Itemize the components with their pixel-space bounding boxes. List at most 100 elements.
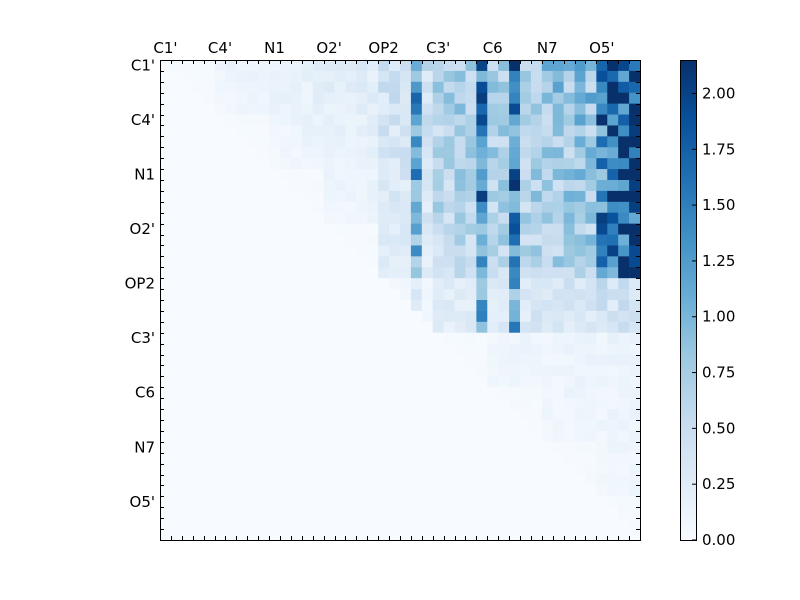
heatmap-cell xyxy=(530,507,543,519)
heatmap-cell xyxy=(520,321,532,334)
heatmap-cell xyxy=(400,496,412,508)
heatmap-cell xyxy=(585,398,597,410)
heatmap-cell xyxy=(236,60,248,72)
heatmap-cell xyxy=(498,420,510,432)
heatmap-cell xyxy=(618,190,630,203)
heatmap-cell xyxy=(269,190,281,203)
heatmap-cell xyxy=(160,169,172,181)
heatmap-cell xyxy=(356,212,368,224)
heatmap-cell xyxy=(487,529,499,541)
heatmap-cell xyxy=(585,387,597,399)
heatmap-cell xyxy=(410,180,423,192)
heatmap-cell xyxy=(247,147,259,159)
heatmap-cell xyxy=(410,289,423,301)
heatmap-cell xyxy=(236,190,248,203)
heatmap-cell xyxy=(465,201,477,214)
heatmap-cell xyxy=(487,485,499,497)
heatmap-cell xyxy=(465,147,477,159)
heatmap-cell xyxy=(574,60,586,72)
heatmap-cell xyxy=(160,114,172,126)
heatmap-cell xyxy=(541,376,554,388)
heatmap-cell xyxy=(596,518,608,530)
heatmap-cell xyxy=(334,485,346,497)
heatmap-cell xyxy=(389,125,401,137)
heatmap-cell xyxy=(280,365,292,377)
heatmap-cell xyxy=(432,125,444,137)
heatmap-cell xyxy=(290,147,303,159)
heatmap-cell xyxy=(487,256,499,268)
heatmap-cell xyxy=(618,81,630,94)
heatmap-cell xyxy=(334,387,346,399)
heatmap-cell xyxy=(258,147,270,159)
heatmap-cell xyxy=(476,463,488,475)
heatmap-cell xyxy=(160,147,172,159)
heatmap-cell xyxy=(280,158,292,170)
heatmap-cell xyxy=(618,212,630,224)
heatmap-cell xyxy=(509,463,521,475)
heatmap-cell xyxy=(410,398,423,410)
heatmap-cell xyxy=(334,114,346,126)
colorbar-tick-label: 1.75 xyxy=(702,140,735,158)
heatmap-cell xyxy=(498,365,510,377)
heatmap-cell xyxy=(323,169,335,181)
heatmap-cell xyxy=(629,114,641,126)
heatmap-cell xyxy=(258,496,270,508)
heatmap-cell xyxy=(607,332,619,344)
heatmap-cell xyxy=(170,398,183,410)
heatmap-cell xyxy=(530,234,543,246)
heatmap-cell xyxy=(476,267,488,279)
heatmap-cell xyxy=(520,201,532,214)
heatmap-cell xyxy=(476,234,488,246)
heatmap-cell xyxy=(334,507,346,519)
heatmap-cell xyxy=(487,278,499,290)
heatmap-cell xyxy=(160,332,172,344)
heatmap-cell xyxy=(563,430,575,443)
heatmap-cell xyxy=(356,169,368,181)
heatmap-cell xyxy=(607,103,619,115)
heatmap-cell xyxy=(454,114,466,126)
heatmap-cell xyxy=(574,529,586,541)
heatmap-cell xyxy=(214,518,226,530)
heatmap-cell xyxy=(454,92,466,104)
heatmap-cell xyxy=(607,507,619,519)
heatmap-cell xyxy=(454,518,466,530)
heatmap-cell xyxy=(389,354,401,366)
heatmap-cell xyxy=(203,212,215,224)
heatmap-cell xyxy=(498,518,510,530)
heatmap-cell xyxy=(214,180,226,192)
heatmap-cell xyxy=(530,441,543,454)
heatmap-cell xyxy=(498,387,510,399)
heatmap-cell xyxy=(301,245,314,257)
heatmap-cell xyxy=(280,256,292,268)
heatmap-cell xyxy=(421,474,434,486)
heatmap-cell xyxy=(378,147,390,159)
heatmap-cell xyxy=(400,180,412,192)
heatmap-cell xyxy=(629,507,641,519)
heatmap-cell xyxy=(247,343,259,355)
heatmap-cell xyxy=(280,136,292,148)
heatmap-cell xyxy=(400,223,412,235)
heatmap-cell xyxy=(520,81,532,94)
heatmap-cell xyxy=(160,518,172,530)
heatmap-cell xyxy=(192,387,204,399)
heatmap-cell xyxy=(334,70,346,83)
heatmap-cell xyxy=(476,430,488,443)
heatmap-cell xyxy=(345,529,357,541)
heatmap-cell xyxy=(487,398,499,410)
heatmap-cell xyxy=(269,485,281,497)
heatmap-cell xyxy=(214,343,226,355)
heatmap-cell xyxy=(160,300,172,312)
heatmap-cell xyxy=(269,212,281,224)
heatmap-cell xyxy=(541,169,554,181)
heatmap-cell xyxy=(454,507,466,519)
heatmap-cell xyxy=(367,420,379,432)
heatmap-cell xyxy=(290,507,303,519)
heatmap-cell xyxy=(312,485,324,497)
heatmap-cell xyxy=(552,496,564,508)
heatmap-cell xyxy=(312,169,324,181)
heatmap-cell xyxy=(258,441,270,454)
heatmap-cell xyxy=(290,245,303,257)
heatmap-cell xyxy=(421,201,434,214)
heatmap-cell xyxy=(509,529,521,541)
heatmap-cell xyxy=(563,158,575,170)
